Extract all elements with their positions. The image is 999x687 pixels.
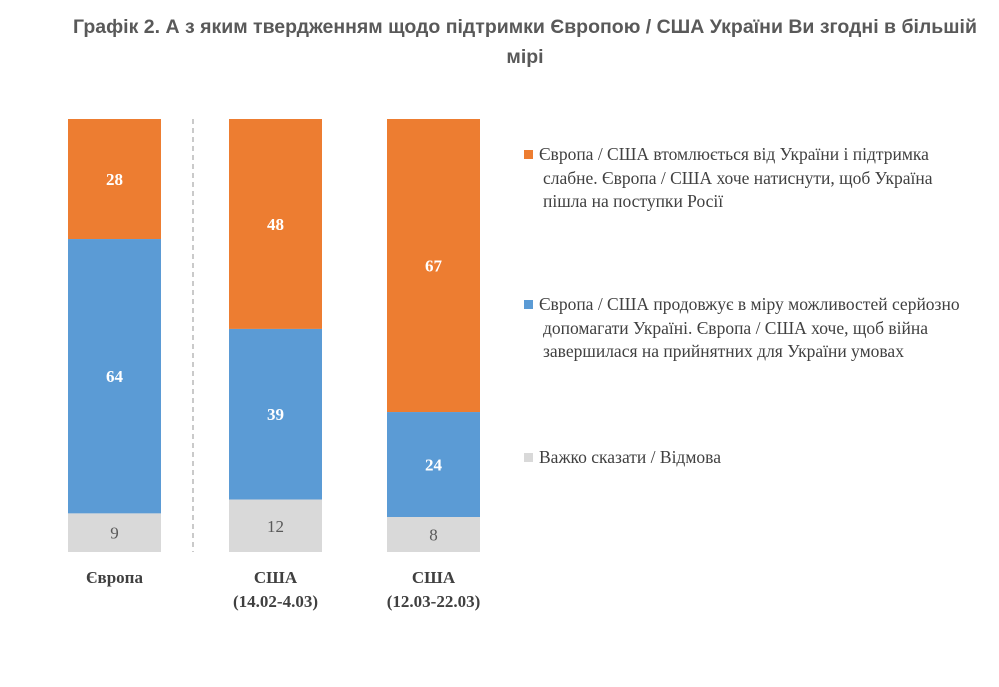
data-label: 24 <box>425 456 443 475</box>
category-label: Європа <box>86 568 143 587</box>
data-label: 67 <box>425 257 443 276</box>
bar-segment <box>229 119 322 329</box>
data-label: 48 <box>267 215 284 234</box>
category-label: (12.03-22.03) <box>387 592 480 611</box>
chart-title: Графік 2. А з яким твердженням щодо підт… <box>73 16 977 68</box>
bar-segment <box>68 239 161 514</box>
bar-segment <box>229 328 322 500</box>
bar-segment <box>68 119 161 240</box>
legend-text: Важко сказати / Відмова <box>524 446 964 470</box>
data-label: 9 <box>110 524 119 543</box>
legend-swatch <box>524 300 533 309</box>
bar-segment <box>229 499 322 552</box>
category-label: (14.02-4.03) <box>233 592 318 611</box>
legend-swatch <box>524 453 533 462</box>
data-label: 28 <box>106 170 123 189</box>
legend-text: Європа / США продовжує в міру можливосте… <box>524 293 964 364</box>
category-label: США <box>412 568 456 587</box>
data-label: 64 <box>106 367 124 386</box>
legend-text: Європа / США втомлюється від України і п… <box>524 143 964 214</box>
data-label: 8 <box>429 526 438 545</box>
bar-segment <box>387 119 480 413</box>
category-label: США <box>254 568 298 587</box>
legend-label: Європа / США втомлюється від України і п… <box>539 144 933 211</box>
legend-item: Важко сказати / Відмова <box>524 446 964 470</box>
legend-swatch <box>524 150 533 159</box>
legend-label: Європа / США продовжує в міру можливосте… <box>539 294 960 361</box>
legend-label: Важко сказати / Відмова <box>539 447 721 467</box>
bar-segment <box>387 412 480 518</box>
legend-item: Європа / США втомлюється від України і п… <box>524 143 964 214</box>
data-label: 12 <box>267 517 284 536</box>
bar-segment <box>387 517 480 552</box>
legend-item: Європа / США продовжує в міру можливосте… <box>524 293 964 364</box>
data-label: 39 <box>267 405 284 424</box>
bar-segment <box>68 513 161 552</box>
